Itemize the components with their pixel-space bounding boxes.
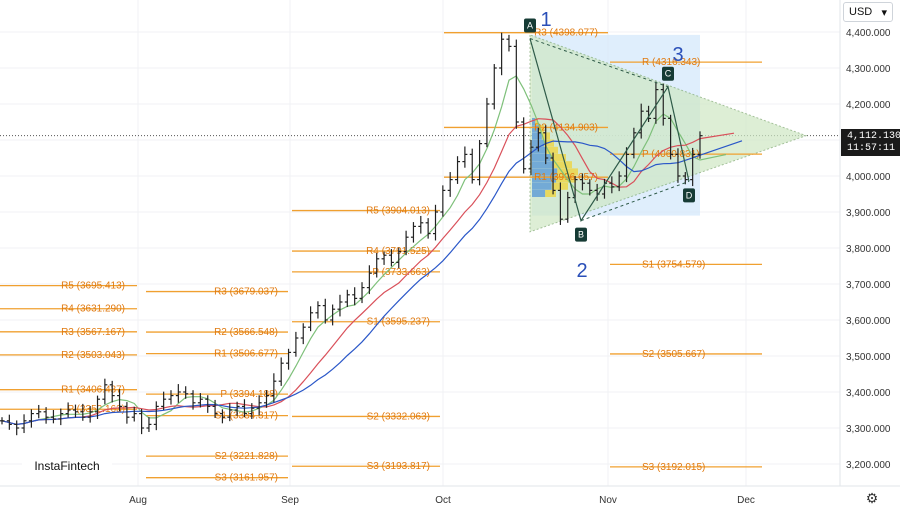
pivot-label: R3 (4398.077): [534, 28, 598, 39]
point-marker-d: [683, 188, 695, 203]
y-tick-label: 3,900.000: [846, 208, 891, 219]
pivot-label: S1 (3334.317): [215, 411, 278, 422]
wave-label-2: 2: [576, 260, 587, 282]
pivot-label: R3 (3567.167): [61, 327, 125, 338]
profile-bar-yellow: [538, 125, 544, 133]
pivot-label: R (4316.343): [642, 57, 700, 68]
logo: InstaFintech: [22, 451, 112, 481]
y-tick-label: 3,200.000: [846, 460, 891, 471]
abcd-line: [529, 38, 690, 223]
point-marker-b: [575, 227, 587, 242]
pivot-label: S3 (3192.015): [642, 462, 705, 473]
pivot-label: S2 (3505.667): [642, 349, 705, 360]
profile-bar-blue: [532, 161, 554, 169]
logo-text: InstaFintech: [34, 459, 100, 473]
point-label-d: D: [686, 190, 693, 200]
pivot-label: R4 (3631.290): [61, 304, 125, 315]
profile-bar-yellow: [546, 146, 558, 154]
profile-bar-blue: [532, 132, 542, 140]
countdown-timer: 11:57:11: [847, 143, 896, 154]
ma-blue-line: [1, 140, 743, 426]
x-tick-label: Sep: [281, 495, 299, 506]
profile-bar-blue: [532, 125, 539, 133]
ac-line: [529, 38, 669, 88]
chart-grid: [0, 0, 840, 486]
pivot-label: S3 (3161.957): [215, 473, 278, 484]
last-price-value: 4,112.130: [847, 131, 900, 142]
pivot-label: S1 (3595.237): [367, 317, 430, 328]
price-axis: 3,200.000 3,300.000 3,400.000 3,500.000 3,60…: [839, 0, 891, 486]
abcd-pattern: A B C D 1 2 3: [524, 9, 695, 282]
profile-bar-blue: [532, 168, 558, 176]
y-tick-label: 4,300.000: [846, 64, 891, 75]
pivot-label: R2 (3503.043): [61, 350, 125, 361]
pivot-label: R4 (3791.525): [366, 246, 430, 257]
profile-bar-yellow: [550, 154, 566, 161]
y-tick-label: 3,800.000: [846, 244, 891, 255]
profile-bar-blue: [532, 182, 552, 190]
point-marker-a: [524, 18, 536, 33]
profile-bar-blue: [532, 118, 536, 125]
point-label-a: A: [527, 20, 533, 30]
profile-bar-yellow: [545, 190, 556, 197]
chevron-down-icon: ▾: [881, 6, 887, 19]
pivot-label: S2 (3221.828): [215, 451, 278, 462]
profile-bar-yellow: [556, 175, 576, 183]
x-tick-label: Dec: [737, 495, 755, 506]
wave-label-3: 3: [672, 44, 683, 66]
currency-selector[interactable]: USD ▾: [843, 2, 893, 22]
y-tick-label: 3,300.000: [846, 424, 891, 435]
y-tick-label: 3,500.000: [846, 352, 891, 363]
profile-bar-blue: [532, 175, 557, 183]
pivot-label: S1 (3754.579): [642, 259, 705, 270]
pivot-label: R2 (3566.548): [214, 327, 278, 338]
profile-bar-blue: [532, 146, 547, 154]
currency-label: USD: [849, 6, 873, 18]
pivot-label: P (3733.663): [372, 267, 430, 278]
triangle-shape: [529, 34, 808, 233]
ohlc-bars: [0, 32, 703, 436]
bd-line: [580, 180, 690, 222]
profile-bar-blue: [532, 190, 546, 197]
y-tick-label: 4,000.000: [846, 172, 891, 183]
wave-label-1: 1: [540, 9, 551, 31]
y-tick-label: 3,700.000: [846, 280, 891, 291]
gear-icon[interactable]: ⚙: [865, 489, 879, 506]
pivot-label: R5 (3695.413): [61, 281, 125, 292]
y-tick-label: 3,600.000: [846, 316, 891, 327]
pivot-label: R5 (3904.013): [366, 206, 430, 217]
y-tick-label: 4,400.000: [846, 28, 891, 39]
point-label-b: B: [578, 230, 584, 240]
point-marker-c: [662, 66, 674, 81]
profile-bar-blue: [532, 154, 551, 161]
profile-bar-yellow: [554, 161, 572, 169]
pivot-label: R1 (3506.677): [214, 349, 278, 360]
x-tick-label: Oct: [435, 495, 451, 506]
time-axis: Aug Sep Oct Nov Dec: [0, 485, 900, 506]
y-tick-label: 4,200.000: [846, 100, 891, 111]
pivot-label: R2 (4134.903): [534, 122, 598, 133]
profile-bar-yellow: [535, 118, 538, 125]
y-tick-label: 3,400.000: [846, 388, 891, 399]
pivot-label: P (3394.188): [220, 389, 278, 400]
pivot-label: S2 (3332.063): [367, 411, 430, 422]
last-price-tag: 4,112.130 11:57:11: [841, 129, 900, 156]
pivot-label: R1 (3406.437): [61, 385, 125, 396]
pivot-label: R3 (3679.037): [214, 287, 278, 298]
pivot-label: P (3352.163): [67, 404, 125, 415]
x-tick-label: Aug: [129, 495, 147, 506]
x-tick-label: Nov: [599, 495, 617, 506]
point-label-c: C: [665, 69, 672, 79]
pivot-label: S3 (3193.817): [367, 461, 430, 472]
